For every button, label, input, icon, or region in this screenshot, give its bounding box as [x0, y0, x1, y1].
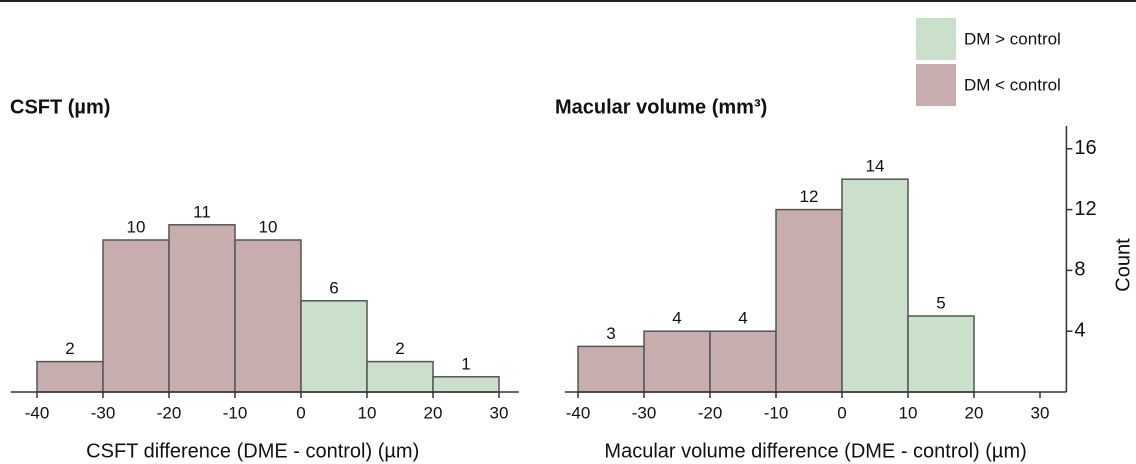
x-tick-label: -20 — [157, 403, 182, 422]
x-tick-label: 20 — [424, 403, 443, 422]
value-label: 11 — [193, 202, 211, 221]
value-label: 2 — [395, 339, 404, 358]
value-label: 6 — [329, 278, 338, 297]
chart-title: CSFT (µm) — [10, 96, 110, 118]
x-tick-label: -40 — [566, 403, 591, 422]
x-tick-label: -40 — [25, 403, 50, 422]
bar — [841, 178, 909, 393]
y-tick-label: 4 — [1074, 319, 1085, 341]
legend-swatch — [916, 64, 956, 106]
bar — [300, 300, 368, 393]
value-label: 2 — [65, 339, 74, 358]
bar — [36, 360, 104, 393]
y-tick-label: 8 — [1074, 259, 1085, 281]
x-tick-label: 10 — [899, 403, 918, 422]
bar — [366, 360, 434, 393]
bar — [907, 315, 975, 393]
x-axis-label: Macular volume difference (DME - control… — [604, 440, 1026, 462]
value-label: 10 — [127, 217, 146, 236]
x-tick-label: 30 — [1031, 403, 1050, 422]
legend-label: DM < control — [964, 75, 1061, 94]
y-tick-label: 16 — [1074, 137, 1096, 159]
legend-swatch — [916, 18, 956, 60]
bar — [775, 208, 843, 393]
value-label: 12 — [800, 187, 819, 206]
value-label: 10 — [259, 217, 278, 236]
x-tick-label: 20 — [965, 403, 984, 422]
x-tick-label: 30 — [490, 403, 509, 422]
legend-label: DM > control — [964, 29, 1061, 48]
y-tick-label: 12 — [1074, 198, 1096, 220]
value-label: 3 — [606, 324, 615, 343]
bar — [643, 330, 711, 393]
x-tick-label: -30 — [91, 403, 116, 422]
value-label: 4 — [672, 309, 681, 328]
bar — [234, 239, 302, 393]
x-tick-label: 0 — [837, 403, 846, 422]
value-label: 14 — [866, 157, 885, 176]
chart-title: Macular volume (mm³) — [555, 96, 767, 118]
bar — [709, 330, 777, 393]
x-tick-label: -10 — [223, 403, 248, 422]
x-tick-label: -20 — [698, 403, 723, 422]
y-axis-label: Count — [1112, 238, 1134, 292]
value-label: 1 — [461, 354, 470, 373]
bar — [432, 376, 500, 393]
value-label: 5 — [936, 293, 945, 312]
bar — [168, 224, 236, 393]
bar — [102, 239, 170, 393]
x-tick-label: 10 — [358, 403, 377, 422]
x-axis-label: CSFT difference (DME - control) (µm) — [86, 440, 419, 462]
x-tick-label: 0 — [296, 403, 305, 422]
value-label: 4 — [738, 309, 747, 328]
x-tick-label: -10 — [764, 403, 789, 422]
x-tick-label: -30 — [632, 403, 657, 422]
bar — [577, 345, 645, 393]
